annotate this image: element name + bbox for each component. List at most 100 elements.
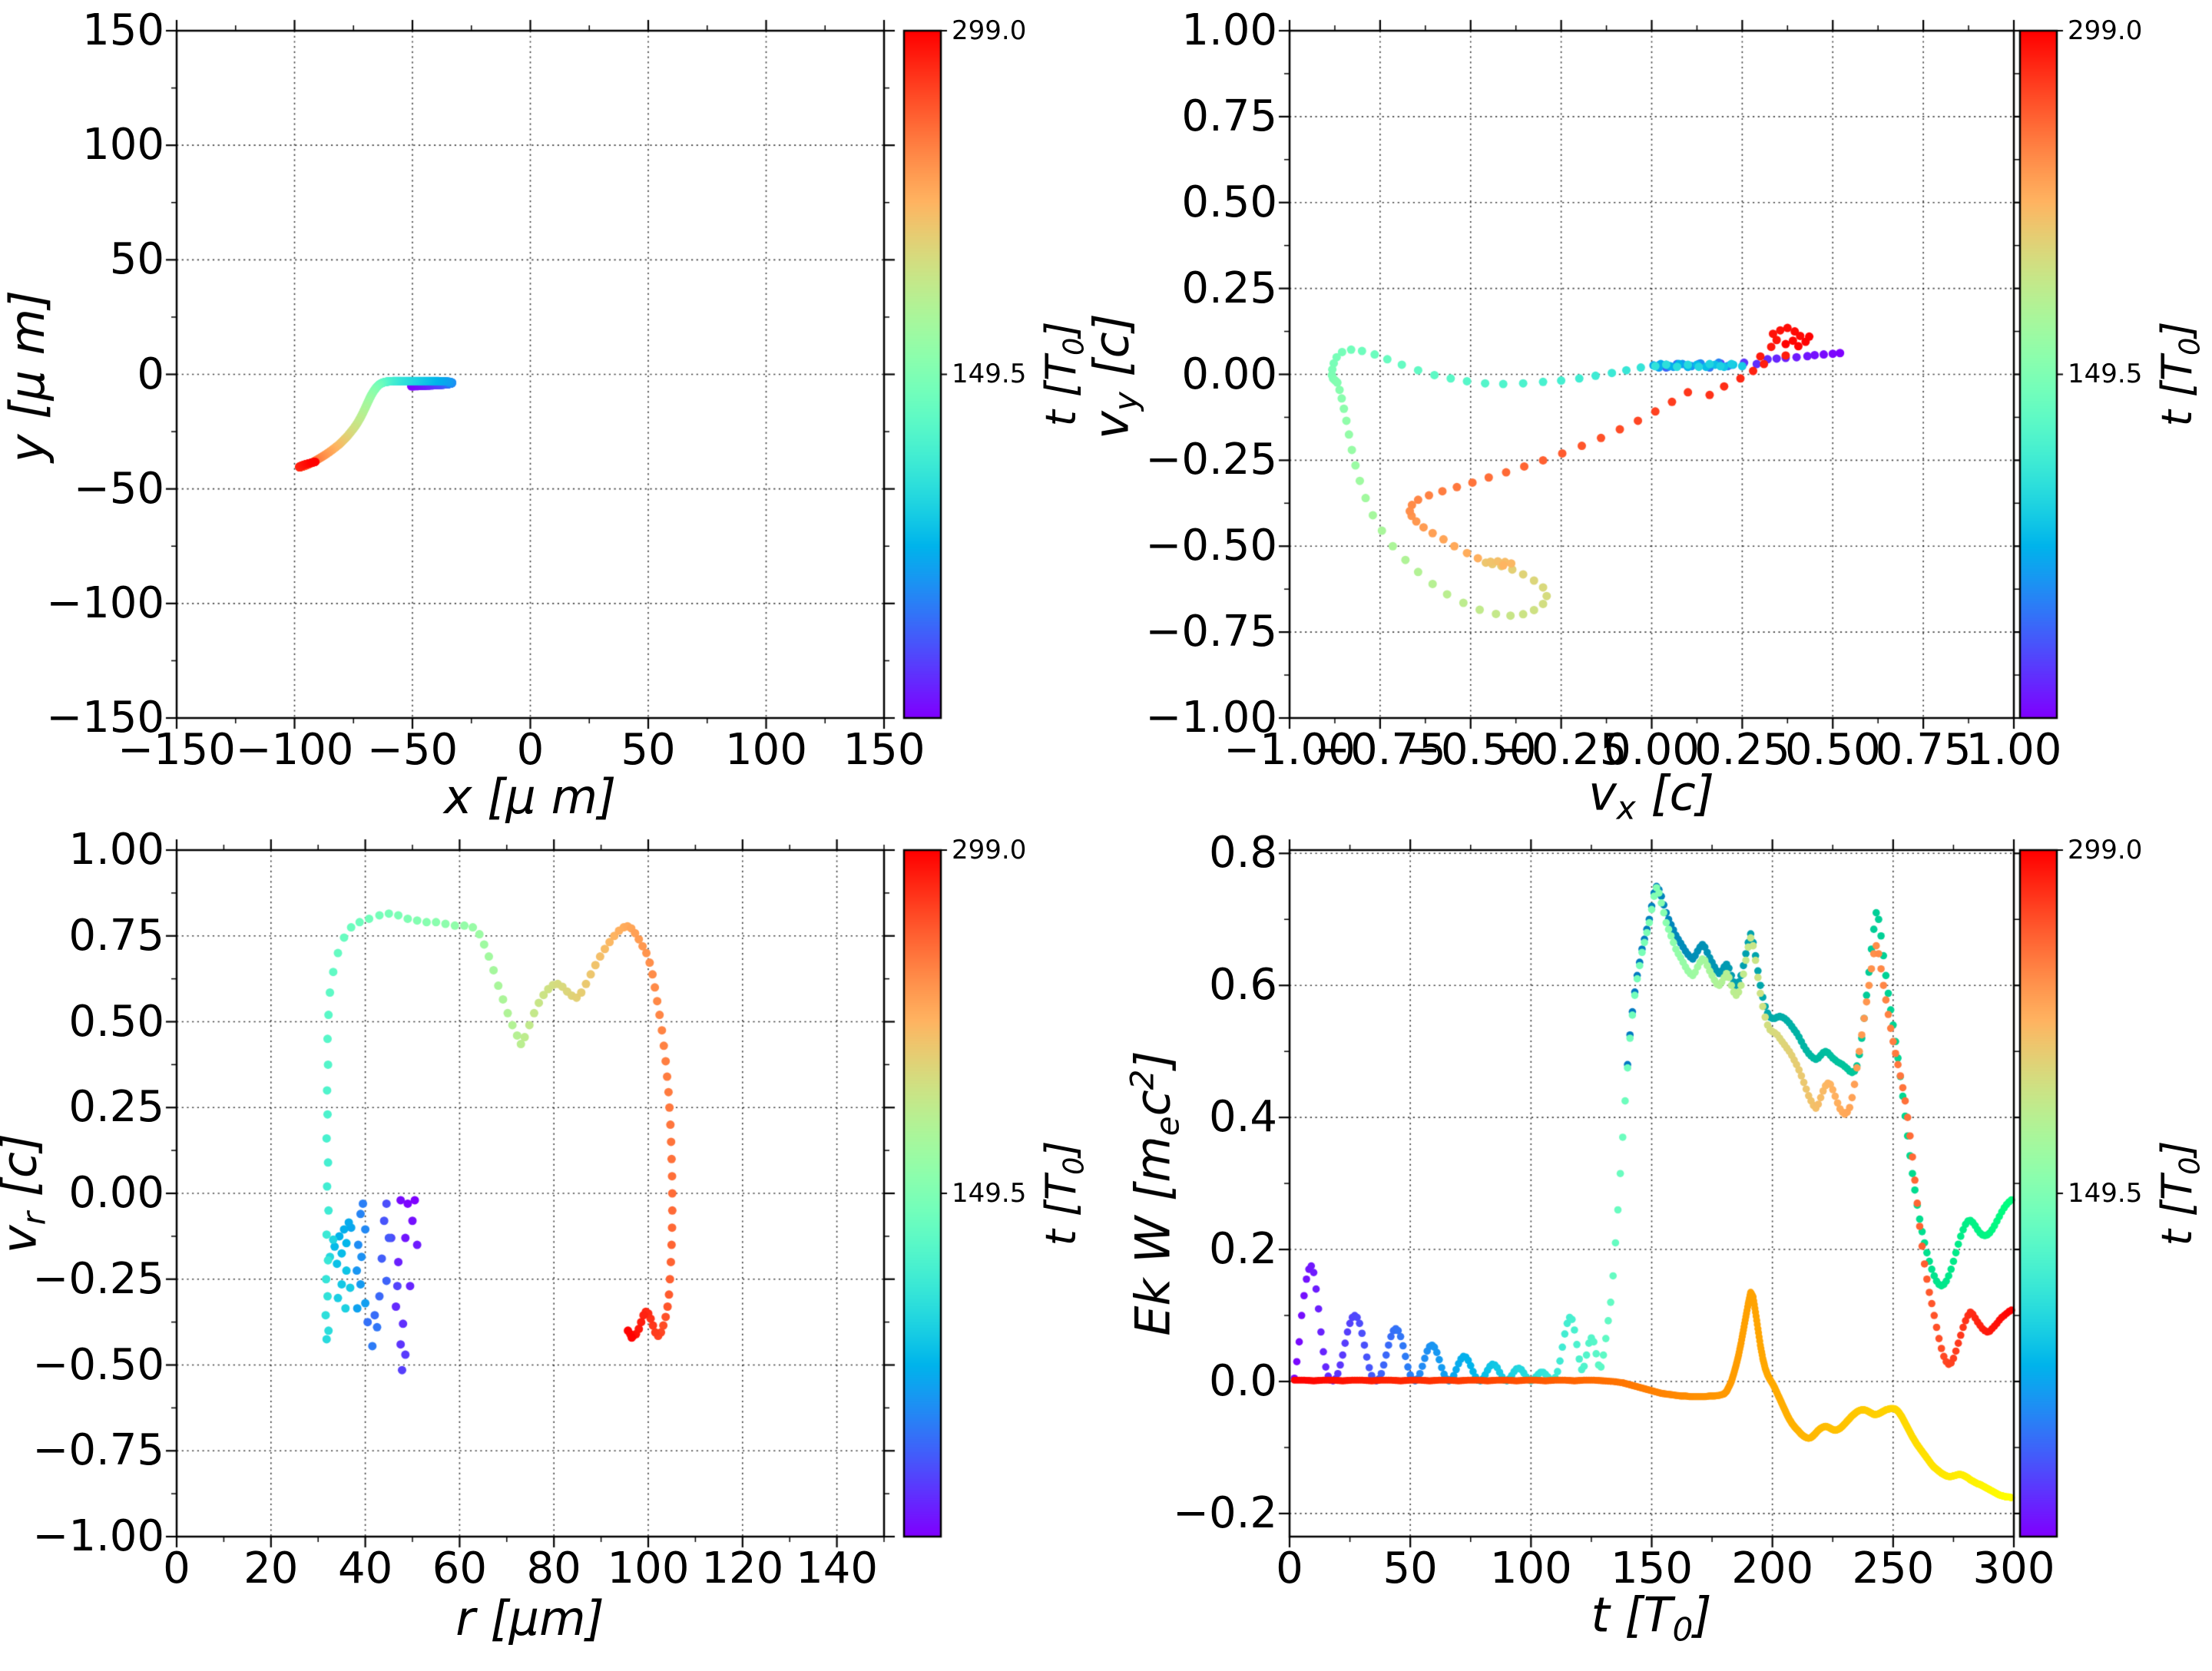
x-tick-label: 120 [701,1544,784,1593]
label-segment: ] [2153,321,2201,338]
y-tick-label: 150 [82,5,164,55]
label-segment: ] [1693,1587,1712,1643]
y-axis-label-energy: Ek W [mec2] [1123,1051,1187,1336]
colorbar-title: t [T0] [1037,322,1091,427]
label-segment: v [1083,411,1140,439]
x-tick-label: 0.50 [1784,725,1881,775]
y-tick-label: 0.75 [68,910,164,961]
y-tick-label: 50 [109,234,164,285]
y-tick-label: 0.00 [1181,349,1277,399]
x-tick-label: 0 [1276,1544,1303,1593]
label-segment: t [T [1037,1175,1085,1246]
label-segment: v [0,1225,48,1253]
label-segment: t [T [1591,1587,1673,1643]
label-segment: ] [1037,1140,1085,1157]
x-tick-label: 150 [843,725,926,775]
x-tick-label: 40 [337,1544,393,1593]
label-segment: t [T [2153,1175,2201,1246]
y-tick-label: −100 [46,577,164,628]
x-tick-label: 1.00 [1965,725,2062,775]
colorbar-max-label: 299.0 [2068,15,2143,46]
label-segment: 2 [1123,1069,1161,1090]
x-tick-label: 150 [1611,1544,1693,1593]
x-tick-label: 0.25 [1694,725,1790,775]
label-segment: y [μ m] [0,290,55,463]
label-segment: e [1148,1116,1187,1137]
y-tick-label: 1.00 [1181,5,1277,55]
label-segment: r [μm] [455,1590,604,1646]
y-tick-label: 100 [82,120,164,170]
y-tick-label: 0.00 [68,1168,164,1218]
label-segment: 0 [2173,337,2207,356]
x-tick-label: 0.75 [1875,725,1972,775]
label-segment: ] [1037,321,1085,338]
label-segment: x [μ m] [443,769,617,825]
y-tick-label: −0.50 [32,1339,164,1390]
x-axis-label-vxvy: vx [c] [1588,769,1714,827]
x-tick-label: −0.50 [1404,725,1537,775]
label-segment: Ek W [m [1124,1136,1181,1336]
x-tick-label: 0.00 [1604,725,1700,775]
x-tick-label: −50 [366,725,459,775]
label-segment: c [1124,1090,1181,1117]
colorbar-title: t [T0] [2153,322,2207,427]
y-tick-label: −150 [46,693,164,743]
y-tick-label: 0.50 [68,996,164,1047]
y-tick-label: −1.00 [32,1511,164,1561]
x-tick-label: 140 [796,1544,879,1593]
x-tick-label: −1.00 [1224,725,1356,775]
label-segment: [c] [0,1133,48,1197]
y-tick-label: −0.2 [1173,1487,1277,1538]
y-tick-label: 0.50 [1181,177,1277,227]
label-segment: [c] [1635,765,1714,822]
label-segment: v [1588,765,1617,822]
x-tick-label: −150 [118,725,236,775]
colorbar-title: t [T0] [1037,1141,1091,1246]
x-tick-label: 50 [1382,1544,1438,1593]
x-tick-label: 100 [725,725,807,775]
colorbar-max-label: 299.0 [952,15,1027,46]
x-tick-label: 250 [1852,1544,1935,1593]
y-tick-label: 0.0 [1208,1355,1277,1406]
y-tick-label: 0.2 [1208,1224,1277,1275]
x-tick-label: 300 [1972,1544,2055,1593]
y-tick-label: 0.25 [1181,263,1277,313]
y-tick-label: 1.00 [68,825,164,875]
y-axis-label-xy: y [μ m] [0,290,55,462]
label-segment: x [1616,789,1636,827]
label-segment: 0 [1057,1156,1091,1176]
y-tick-label: 0.8 [1208,828,1277,879]
x-tick-label: 0 [163,1544,190,1593]
colorbar-max-label: 299.0 [2068,835,2143,865]
label-segment: 0 [1057,337,1091,356]
x-tick-label: −0.25 [1495,725,1628,775]
x-tick-label: 0 [516,725,545,775]
x-axis-label-energy: t [T0] [1591,1591,1711,1646]
x-tick-label: 100 [607,1544,690,1593]
y-tick-label: 0.4 [1208,1092,1277,1143]
label-segment: ] [2153,1140,2201,1157]
colorbar-mid-label: 149.5 [2068,1178,2143,1209]
colorbar-mid-label: 149.5 [2068,359,2143,389]
label-segment: t [T [2153,356,2201,427]
colorbar-title: t [T0] [2153,1141,2206,1246]
label-segment: y [1107,392,1145,412]
x-axis-label-xy: x [μ m] [444,773,616,821]
y-tick-label: −1.00 [1145,693,1277,743]
y-tick-label: 0 [137,349,164,399]
x-tick-label: −0.75 [1314,725,1446,775]
y-tick-label: −0.25 [32,1253,164,1304]
y-tick-label: −0.75 [32,1425,164,1476]
label-segment: r [15,1212,53,1226]
x-tick-label: 200 [1731,1544,1814,1593]
y-tick-label: −0.50 [1145,521,1277,571]
x-axis-label-rvr: r [μm] [455,1595,604,1643]
colorbar-mid-label: 149.5 [952,1178,1027,1209]
x-tick-label: 80 [526,1544,581,1593]
y-axis-label-vxvy: vy [c] [1084,313,1145,439]
y-tick-label: 0.25 [68,1082,164,1133]
x-tick-label: 20 [243,1544,299,1593]
y-tick-label: −0.75 [1145,607,1277,657]
colorbar-mid-label: 149.5 [952,359,1027,389]
